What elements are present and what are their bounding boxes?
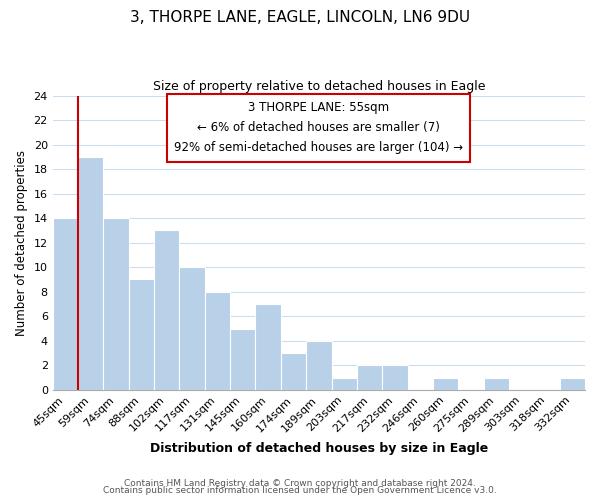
Bar	[129, 280, 154, 390]
Bar	[306, 341, 332, 390]
Text: 3, THORPE LANE, EAGLE, LINCOLN, LN6 9DU: 3, THORPE LANE, EAGLE, LINCOLN, LN6 9DU	[130, 10, 470, 25]
Bar	[332, 378, 357, 390]
Y-axis label: Number of detached properties: Number of detached properties	[15, 150, 28, 336]
Bar	[281, 353, 306, 390]
Bar	[78, 157, 103, 390]
Bar	[154, 230, 179, 390]
Title: Size of property relative to detached houses in Eagle: Size of property relative to detached ho…	[152, 80, 485, 93]
Bar	[382, 366, 407, 390]
Text: Contains HM Land Registry data © Crown copyright and database right 2024.: Contains HM Land Registry data © Crown c…	[124, 478, 476, 488]
Bar	[205, 292, 230, 390]
Bar	[433, 378, 458, 390]
Bar	[484, 378, 509, 390]
Bar	[179, 267, 205, 390]
Bar	[103, 218, 129, 390]
Bar	[256, 304, 281, 390]
X-axis label: Distribution of detached houses by size in Eagle: Distribution of detached houses by size …	[150, 442, 488, 455]
Bar	[230, 328, 256, 390]
Bar	[357, 366, 382, 390]
Bar	[53, 218, 78, 390]
Text: Contains public sector information licensed under the Open Government Licence v3: Contains public sector information licen…	[103, 486, 497, 495]
Text: 3 THORPE LANE: 55sqm
← 6% of detached houses are smaller (7)
92% of semi-detache: 3 THORPE LANE: 55sqm ← 6% of detached ho…	[174, 102, 463, 154]
Bar	[560, 378, 585, 390]
